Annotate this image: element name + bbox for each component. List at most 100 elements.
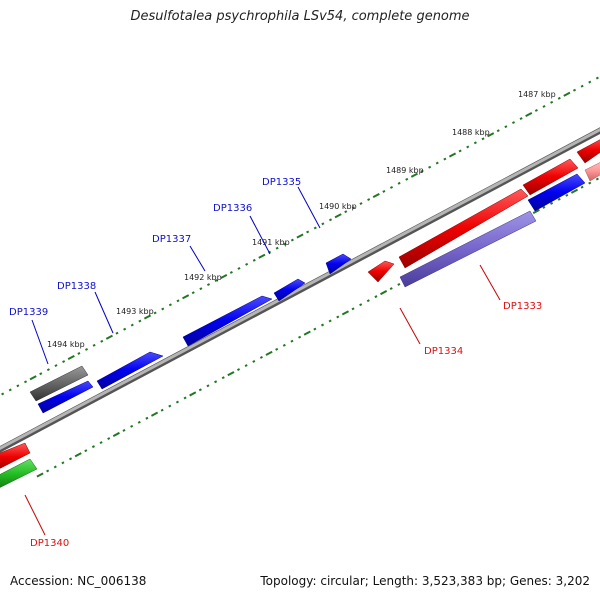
tick-mark: [405, 177, 409, 181]
tick-mark: [8, 388, 12, 392]
tick-mark: [328, 319, 332, 323]
tick-mark: [122, 428, 126, 432]
tick-mark: [303, 330, 311, 336]
tick-mark: [123, 327, 127, 331]
gene-dp1336[interactable]: [273, 278, 306, 302]
tick-mark: [74, 452, 82, 458]
tick-mark: [389, 185, 394, 189]
tick-mark: [306, 230, 310, 234]
tick-mark: [112, 431, 120, 437]
tick-mark: [481, 137, 485, 141]
tick-mark: [145, 416, 149, 420]
tick-mark: [220, 273, 228, 280]
tick-mark: [265, 350, 273, 356]
tick-mark: [258, 253, 266, 259]
gene-label-dp1336[interactable]: DP1336: [213, 203, 252, 214]
tick-mark: [435, 161, 439, 165]
gene-dp1333[interactable]: [398, 188, 529, 269]
tick-mark: [214, 380, 218, 384]
gene-pseudo[interactable]: [29, 365, 89, 402]
gene-right-red[interactable]: [522, 158, 579, 196]
tick-mark: [91, 445, 95, 449]
tick-mark: [221, 376, 225, 380]
tick-mark: [137, 420, 141, 424]
tick-mark: [328, 218, 333, 222]
tick-mark: [282, 343, 286, 347]
gene-edge-red[interactable]: [576, 137, 600, 164]
kbp-label-1490: 1490 kbp: [319, 202, 357, 211]
tick-mark: [570, 188, 579, 194]
tick-mark: [153, 311, 157, 315]
tick-mark: [428, 165, 432, 169]
gene-dp1338[interactable]: [96, 351, 164, 390]
tick-mark: [107, 437, 111, 440]
gene-dp1333-faded[interactable]: [399, 210, 537, 288]
tick-mark: [321, 222, 325, 226]
tick-mark: [206, 384, 210, 388]
tick-mark: [227, 371, 235, 377]
tick-mark: [283, 242, 287, 246]
tick-mark: [588, 80, 592, 84]
gene-label-dp1338[interactable]: DP1338: [57, 281, 96, 292]
tick-mark: [473, 141, 477, 145]
tick-mark: [77, 352, 81, 355]
tick-mark: [198, 388, 202, 392]
gene-label-dp1333[interactable]: DP1333: [503, 301, 542, 312]
tick-mark: [54, 364, 58, 368]
tick-mark: [39, 372, 43, 376]
tick-mark: [519, 117, 523, 120]
tick-mark: [100, 339, 104, 343]
kbp-label-1488: 1488 kbp: [452, 128, 490, 137]
tick-mark: [382, 190, 386, 193]
tick-track-forward: [1, 76, 599, 396]
tick-mark: [229, 271, 233, 274]
tick-mark: [46, 469, 50, 473]
gene-label-dp1337[interactable]: DP1337: [152, 234, 191, 245]
kbp-label-1492: 1492 kbp: [184, 273, 222, 282]
gene-right-blue[interactable]: [527, 173, 586, 212]
gene-edge-pink[interactable]: [584, 160, 600, 182]
tick-mark: [62, 360, 66, 363]
gene-dp1339[interactable]: [37, 380, 94, 414]
tick-mark: [150, 411, 159, 417]
gene-green-rna[interactable]: [0, 458, 38, 490]
tick-mark: [298, 335, 302, 339]
tick-mark: [595, 177, 599, 181]
gene-label-dp1339[interactable]: DP1339: [9, 307, 48, 318]
tick-mark: [397, 283, 401, 286]
tick-mark: [199, 287, 203, 291]
tick-mark: [182, 294, 190, 300]
tick-mark: [372, 192, 380, 199]
accession-text: Accession: NC_006138: [10, 574, 147, 588]
tick-mark: [99, 441, 103, 445]
tick-mark: [183, 396, 187, 400]
kbp-label-1487: 1487 kbp: [518, 90, 556, 99]
gene-dp1334[interactable]: [367, 260, 395, 283]
tick-mark: [534, 109, 538, 112]
reverse-genes: [0, 137, 600, 490]
tick-mark: [313, 226, 317, 230]
gene-dp1337[interactable]: [182, 295, 273, 347]
forward-genes: [29, 173, 586, 414]
tick-mark: [374, 295, 378, 299]
tick-mark: [130, 323, 134, 327]
gene-label-dp1335[interactable]: DP1335: [262, 177, 301, 188]
tick-mark: [168, 303, 172, 307]
tick-mark: [389, 287, 393, 290]
gene-label-dp1334[interactable]: DP1334: [424, 346, 463, 357]
tick-mark: [296, 233, 304, 239]
tick-mark: [366, 299, 370, 303]
tick-mark: [550, 100, 554, 104]
tick-mark: [410, 172, 418, 178]
gene-label-dp1340[interactable]: DP1340: [30, 538, 69, 549]
tick-mark: [115, 331, 119, 335]
tick-mark: [458, 149, 462, 153]
tick-mark: [176, 299, 180, 303]
tick-mark: [138, 319, 142, 323]
gene-dp1340[interactable]: [0, 442, 31, 471]
tick-mark: [67, 354, 75, 361]
gene-dp1335[interactable]: [325, 253, 352, 275]
tick-mark: [84, 449, 88, 453]
tick-mark: [565, 193, 569, 197]
